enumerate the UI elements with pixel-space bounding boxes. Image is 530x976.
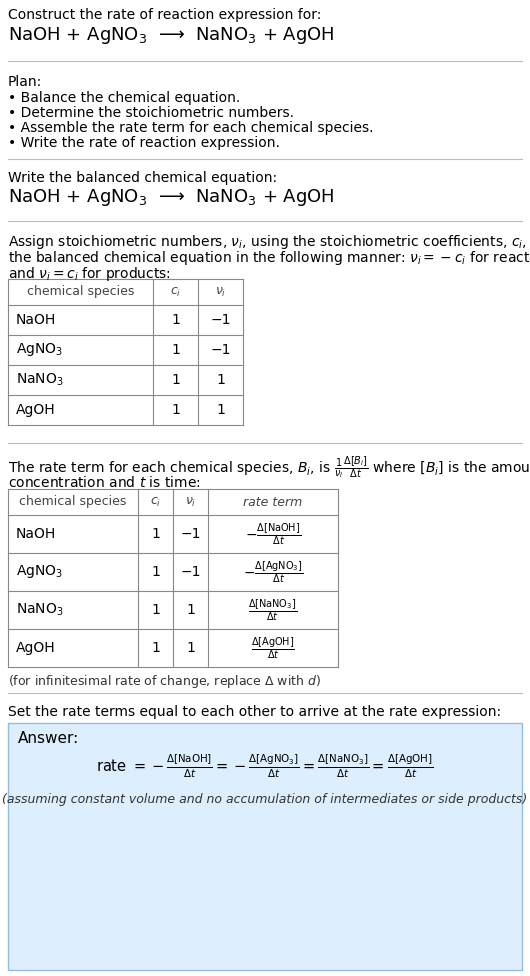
Text: NaOH: NaOH	[16, 313, 56, 327]
Text: $-\frac{\Delta[\mathrm{NaOH}]}{\Delta t}$: $-\frac{\Delta[\mathrm{NaOH}]}{\Delta t}…	[245, 521, 301, 547]
Text: Construct the rate of reaction expression for:: Construct the rate of reaction expressio…	[8, 8, 321, 22]
Text: NaOH + AgNO$_3$  ⟶  NaNO$_3$ + AgOH: NaOH + AgNO$_3$ ⟶ NaNO$_3$ + AgOH	[8, 25, 334, 46]
Text: rate term: rate term	[243, 496, 303, 508]
Text: 1: 1	[171, 403, 180, 417]
Text: 1: 1	[171, 373, 180, 387]
Bar	[8, 723, 522, 970]
Text: • Write the rate of reaction expression.: • Write the rate of reaction expression.	[8, 136, 280, 150]
Text: $\nu_i$: $\nu_i$	[215, 285, 226, 299]
Text: 1: 1	[151, 527, 160, 541]
Text: • Balance the chemical equation.: • Balance the chemical equation.	[8, 91, 240, 105]
Text: NaNO$_3$: NaNO$_3$	[16, 602, 64, 618]
Text: NaOH + AgNO$_3$  ⟶  NaNO$_3$ + AgOH: NaOH + AgNO$_3$ ⟶ NaNO$_3$ + AgOH	[8, 187, 334, 208]
Text: Assign stoichiometric numbers, $\nu_i$, using the stoichiometric coefficients, $: Assign stoichiometric numbers, $\nu_i$, …	[8, 233, 530, 251]
Text: 1: 1	[151, 565, 160, 579]
Text: 1: 1	[151, 641, 160, 655]
Text: −1: −1	[210, 313, 231, 327]
Text: NaNO$_3$: NaNO$_3$	[16, 372, 64, 388]
Text: (assuming constant volume and no accumulation of intermediates or side products): (assuming constant volume and no accumul…	[2, 793, 528, 806]
Text: −1: −1	[210, 343, 231, 357]
Text: $\frac{\Delta[\mathrm{NaNO_3}]}{\Delta t}$: $\frac{\Delta[\mathrm{NaNO_3}]}{\Delta t…	[249, 597, 297, 623]
Text: chemical species: chemical species	[27, 286, 134, 299]
Text: 1: 1	[151, 603, 160, 617]
Text: $\nu_i$: $\nu_i$	[185, 496, 196, 508]
Text: AgOH: AgOH	[16, 641, 56, 655]
Text: 1: 1	[171, 343, 180, 357]
Text: 1: 1	[216, 373, 225, 387]
Text: concentration and $t$ is time:: concentration and $t$ is time:	[8, 475, 201, 490]
Text: −1: −1	[180, 565, 201, 579]
Text: 1: 1	[186, 603, 195, 617]
Text: Answer:: Answer:	[18, 731, 80, 746]
Text: AgNO$_3$: AgNO$_3$	[16, 563, 63, 581]
Text: $c_i$: $c_i$	[150, 496, 161, 508]
Text: AgOH: AgOH	[16, 403, 56, 417]
Text: 1: 1	[171, 313, 180, 327]
Text: and $\nu_i = c_i$ for products:: and $\nu_i = c_i$ for products:	[8, 265, 171, 283]
Text: NaOH: NaOH	[16, 527, 56, 541]
Text: 1: 1	[186, 641, 195, 655]
Text: rate $= -\frac{\Delta[\mathrm{NaOH}]}{\Delta t} = -\frac{\Delta[\mathrm{AgNO_3}]: rate $= -\frac{\Delta[\mathrm{NaOH}]}{\D…	[96, 753, 434, 781]
Text: • Assemble the rate term for each chemical species.: • Assemble the rate term for each chemic…	[8, 121, 374, 135]
Text: chemical species: chemical species	[19, 496, 127, 508]
Text: The rate term for each chemical species, $B_i$, is $\frac{1}{\nu_i}\frac{\Delta[: The rate term for each chemical species,…	[8, 455, 530, 481]
Text: AgNO$_3$: AgNO$_3$	[16, 342, 63, 358]
Text: 1: 1	[216, 403, 225, 417]
Text: $c_i$: $c_i$	[170, 285, 181, 299]
Text: $\frac{\Delta[\mathrm{AgOH}]}{\Delta t}$: $\frac{\Delta[\mathrm{AgOH}]}{\Delta t}$	[251, 635, 295, 661]
Text: Set the rate terms equal to each other to arrive at the rate expression:: Set the rate terms equal to each other t…	[8, 705, 501, 719]
Text: $-\frac{\Delta[\mathrm{AgNO_3}]}{\Delta t}$: $-\frac{\Delta[\mathrm{AgNO_3}]}{\Delta …	[243, 559, 303, 585]
Text: Plan:: Plan:	[8, 75, 42, 89]
Text: (for infinitesimal rate of change, replace Δ with $d$): (for infinitesimal rate of change, repla…	[8, 673, 321, 690]
Text: the balanced chemical equation in the following manner: $\nu_i = -c_i$ for react: the balanced chemical equation in the fo…	[8, 249, 530, 267]
Text: −1: −1	[180, 527, 201, 541]
Text: • Determine the stoichiometric numbers.: • Determine the stoichiometric numbers.	[8, 106, 294, 120]
Text: Write the balanced chemical equation:: Write the balanced chemical equation:	[8, 171, 277, 185]
